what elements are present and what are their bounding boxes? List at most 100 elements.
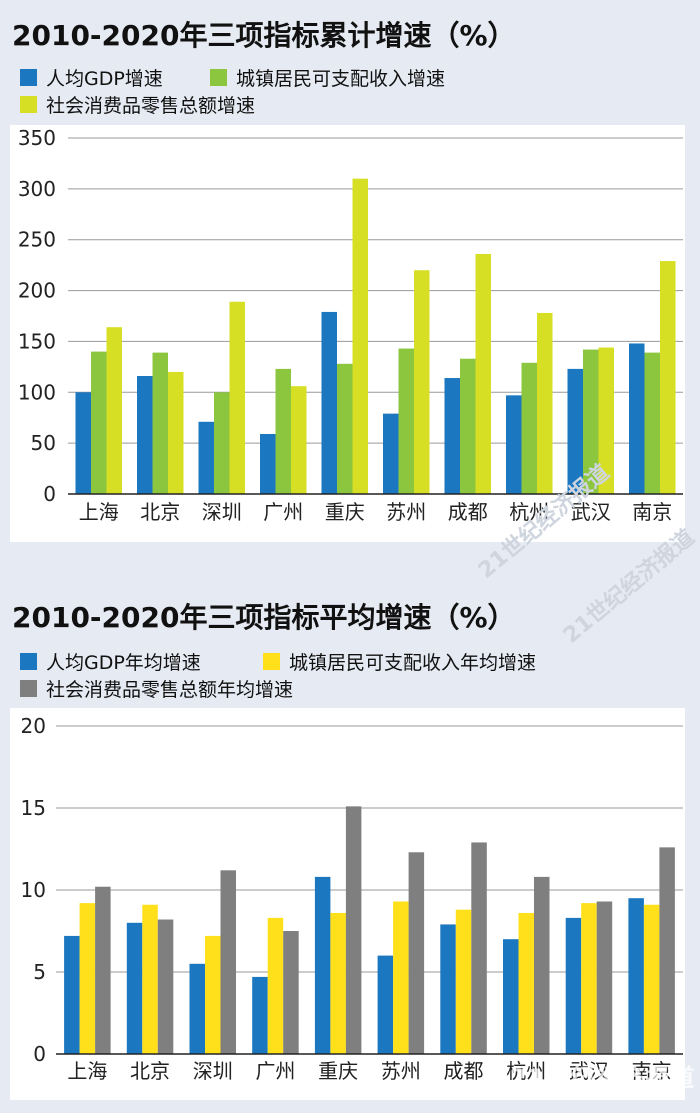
- chart2-bar-s3-7: [471, 842, 487, 1054]
- chart1-ytick-3: 150: [18, 329, 56, 353]
- watermark-corner-subtext: 21ST CENTURY BUSINESS HERALD: [512, 1090, 685, 1100]
- chart1-bar-s2-8: [521, 362, 537, 494]
- chart1-bar-s2-6: [398, 348, 414, 494]
- chart1-ytick-2: 100: [18, 380, 56, 404]
- chart1-bar-s3-6: [414, 270, 430, 494]
- chart1-ytick-1: 50: [31, 431, 56, 455]
- chart1-bar-s3-2: [168, 371, 184, 494]
- chart1-bar-s1-4: [260, 433, 276, 494]
- chart2-xtick-4: 广州: [255, 1059, 295, 1083]
- chart2-xtick-3: 深圳: [193, 1059, 233, 1083]
- chart2-plot: 0 5 10 15 20 上海 北京 深圳 广州 重庆 苏州 成都 杭州 武汉 南京: [21, 714, 683, 1083]
- chart1-ytick-7: 350: [18, 126, 56, 150]
- chart1-title: 2010-2020年三项指标累计增速（%）: [12, 19, 516, 52]
- chart2-legend-label-3: 社会消费品零售总额年均增速: [46, 679, 294, 701]
- chart1-ytick-5: 250: [18, 228, 56, 252]
- chart2-bar-s3-9: [596, 901, 613, 1054]
- chart2-bar-s1-8: [503, 939, 519, 1054]
- chart1-bar-s2-2: [152, 352, 168, 494]
- chart2-legend-item-3: 社会消费品零售总额年均增速: [20, 675, 293, 702]
- chart2-ytick-1: 5: [33, 960, 46, 984]
- chart2-bar-s1-5: [314, 876, 331, 1054]
- chart1-bar-s3-4: [291, 386, 307, 494]
- chart1-bar-s3-5: [352, 178, 368, 494]
- chart1-legend-label-2: 城镇居民可支配收入增速: [236, 68, 446, 90]
- chart2-bar-s2-7: [455, 909, 472, 1054]
- chart2-bar-s3-5: [345, 806, 362, 1054]
- chart1-bar-s2-7: [460, 358, 476, 494]
- chart2-legend-swatch-1: [20, 653, 37, 670]
- chart2-bar-s3-1: [95, 886, 111, 1054]
- chart1-legend-label-3: 社会消费品零售总额增速: [46, 95, 256, 117]
- chart1-bar-s2-10: [644, 352, 660, 494]
- chart1-bar-s1-6: [383, 413, 399, 494]
- chart1-bar-s1-10: [629, 343, 645, 494]
- chart2-title: 2010-2020年三项指标平均增速（%）: [12, 601, 516, 634]
- chart2-panel: 0 5 10 15 20 上海 北京 深圳 广州 重庆 苏州 成都 杭州 武汉 南京: [10, 708, 685, 1100]
- chart1-legend-item-2: 城镇居民可支配收入增速: [210, 64, 445, 91]
- chart1-legend-item-1: 人均GDP增速: [20, 64, 163, 91]
- chart2-ytick-0: 0: [33, 1042, 46, 1066]
- chart1-bar-s3-8: [537, 312, 553, 494]
- chart1-xtick-4: 广州: [263, 500, 303, 524]
- chart1-bar-s1-9: [567, 368, 583, 494]
- chart1-bar-s1-8: [506, 395, 522, 494]
- chart1-xtick-7: 成都: [448, 500, 488, 524]
- chart2-bar-s2-5: [330, 912, 346, 1054]
- chart1-bar-s1-7: [444, 378, 460, 494]
- chart2-bar-s3-4: [283, 931, 299, 1054]
- chart1-bar-s3-1: [106, 327, 122, 494]
- chart2-xtick-5: 重庆: [318, 1059, 358, 1083]
- chart1-bar-s2-9: [583, 349, 599, 494]
- chart2-bar-s2-9: [581, 903, 597, 1054]
- chart2-bar-s1-2: [126, 922, 143, 1054]
- chart1-legend-label-1: 人均GDP增速: [46, 68, 163, 90]
- chart1-xtick-9: 武汉: [571, 500, 611, 524]
- chart1-bar-s1-5: [321, 311, 337, 494]
- chart1-legend-swatch-1: [20, 69, 37, 86]
- chart2-legend-swatch-2: [263, 653, 280, 670]
- chart1-bar-s3-9: [598, 347, 614, 494]
- chart2-legend-item-1: 人均GDP年均增速: [20, 648, 201, 675]
- chart1-bar-s3-7: [475, 253, 491, 494]
- chart2-xtick-10: 南京: [632, 1059, 672, 1083]
- chart2-legend-swatch-3: [20, 680, 37, 697]
- chart2-bar-s1-4: [252, 976, 268, 1054]
- chart2-xtick-1: 上海: [67, 1059, 107, 1083]
- chart2-bar-s2-8: [518, 912, 534, 1054]
- chart1-bar-s2-4: [275, 368, 291, 494]
- chart2-legend-label-2: 城镇居民可支配收入年均增速: [289, 652, 537, 674]
- chart2-bar-s1-7: [440, 924, 456, 1054]
- chart1-ytick-0: 0: [43, 482, 56, 506]
- chart2-ytick-2: 10: [21, 878, 46, 902]
- chart1-xtick-10: 南京: [632, 500, 672, 524]
- chart2-bar-s3-6: [408, 852, 425, 1054]
- chart2-bar-s1-3: [189, 963, 205, 1054]
- chart2-bar-s3-8: [534, 876, 550, 1054]
- chart2-xtick-7: 成都: [444, 1059, 484, 1083]
- chart2-legend-item-2: 城镇居民可支配收入年均增速: [263, 648, 536, 675]
- chart2-ytick-3: 15: [21, 796, 46, 820]
- chart2-bar-s3-10: [659, 847, 675, 1054]
- chart2-bar-s2-4: [267, 917, 284, 1054]
- chart2-xtick-9: 武汉: [569, 1059, 609, 1083]
- chart2-xtick-8: 杭州: [506, 1059, 546, 1083]
- chart2-legend-label-1: 人均GDP年均增速: [46, 652, 201, 674]
- chart1-legend-swatch-2: [210, 69, 227, 86]
- watermark-corner: 21世纪经济报道: [510, 1064, 696, 1092]
- chart1-bar-s3-10: [660, 261, 676, 494]
- chart1-bar-s2-3: [214, 392, 230, 494]
- chart2-bar-s3-2: [157, 919, 174, 1054]
- chart1-legend-item-3: 社会消费品零售总额增速: [20, 91, 255, 118]
- chart1-xtick-1: 上海: [79, 500, 119, 524]
- chart1-ytick-6: 300: [18, 177, 56, 201]
- chart1-xtick-5: 重庆: [325, 500, 365, 524]
- chart2-bar-s2-3: [205, 935, 221, 1054]
- chart2-bar-s2-6: [393, 901, 409, 1054]
- chart2-ytick-4: 20: [21, 714, 46, 738]
- chart1-bar-s1-2: [137, 376, 153, 494]
- chart2-bar-s2-10: [643, 904, 660, 1054]
- chart2-bar-s2-1: [79, 903, 96, 1054]
- chart2-bar-s1-10: [628, 898, 644, 1054]
- chart1-bar-s1-3: [198, 421, 214, 494]
